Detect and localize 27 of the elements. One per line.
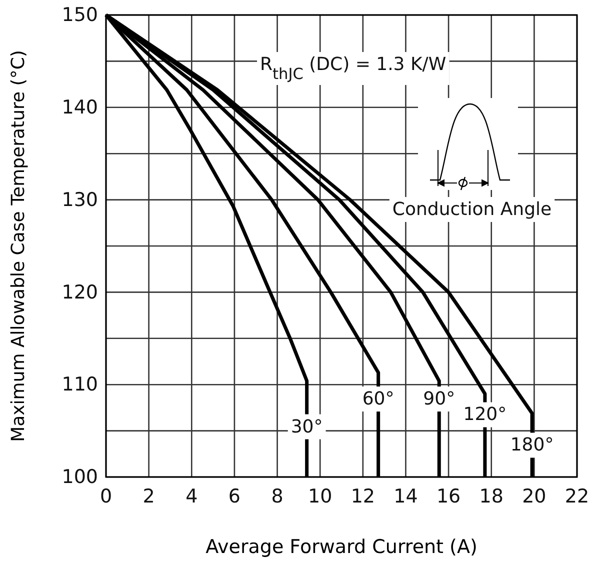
x-tick-label: 22: [564, 485, 590, 508]
annotation: 120°: [463, 404, 507, 426]
y-tick-label: 140: [62, 96, 98, 118]
x-axis-title: Average Forward Current (A): [206, 536, 478, 558]
y-tick-label: 150: [62, 4, 98, 26]
y-tick-label: 100: [62, 466, 98, 488]
annotation: 90°: [423, 388, 456, 410]
x-tick-label: 14: [394, 485, 418, 508]
x-tick-label: 16: [436, 485, 461, 508]
annotation: R$_{thJC}$ (DC) = 1.3 K/W: [260, 54, 446, 83]
x-tick-label: 2: [142, 485, 155, 508]
x-tick-label: 20: [522, 485, 546, 508]
x-tick-label: 10: [308, 485, 332, 508]
y-tick-label: 130: [62, 188, 98, 211]
x-tick-label: 8: [271, 485, 284, 508]
y-tick-label: 120: [62, 281, 98, 304]
x-tick-label: 12: [350, 485, 376, 508]
y-tick-label: 110: [62, 374, 98, 396]
x-tick-label: 4: [186, 485, 198, 508]
y-axis-title: Maximum Allowable Case Temperature (°C): [8, 50, 29, 442]
annotation: 30°: [290, 416, 323, 438]
x-tick-label: 18: [479, 485, 504, 508]
annotation: 180°: [510, 434, 554, 456]
annotation: Conduction Angle: [392, 199, 552, 220]
x-tick-label: 6: [228, 485, 240, 508]
x-tick-label: 0: [100, 485, 112, 508]
annotation: 60°: [362, 388, 394, 410]
